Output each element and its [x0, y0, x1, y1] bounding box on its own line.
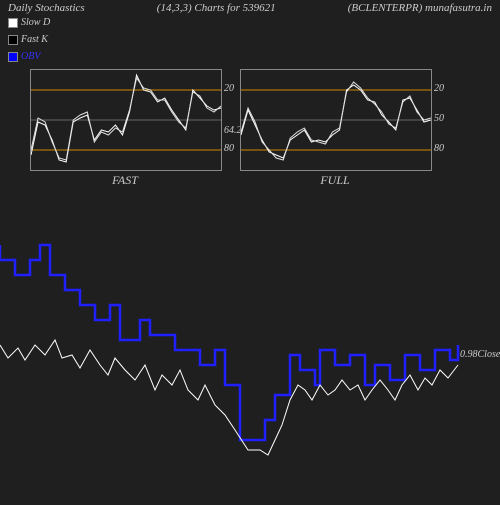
- full-label: FULL: [240, 173, 430, 188]
- axis-tick-label: 20: [224, 83, 234, 94]
- axis-tick-label: 50: [434, 113, 444, 124]
- fast-chart-svg: [31, 70, 221, 170]
- legend-obv: OBV: [8, 50, 40, 64]
- chart-header: Daily Stochastics (14,3,3) Charts for 53…: [0, 0, 500, 16]
- legend-slow-d: Slow D: [8, 16, 50, 30]
- axis-tick-label: 80: [434, 143, 444, 154]
- mini-charts-row: 8064.2920 FAST 805020 FULL: [0, 67, 500, 190]
- full-chart-svg: [241, 70, 431, 170]
- title-text: Daily Stochastics: [8, 2, 85, 14]
- full-stochastic-chart: [240, 69, 432, 171]
- source-text: (BCLENTERPR) munafasutra.in: [348, 2, 492, 14]
- legend-box-icon: [8, 18, 18, 28]
- axis-tick-label: 80: [224, 143, 234, 154]
- legend-fast-k: Fast K: [8, 33, 48, 47]
- main-chart-svg: [0, 190, 500, 500]
- axis-tick-label: 20: [434, 83, 444, 94]
- main-chart: 0.98Close: [0, 190, 500, 500]
- legend-box-icon: [8, 35, 18, 45]
- legend-container: Slow D Fast K OBV: [0, 16, 500, 67]
- full-chart-container: 805020 FULL: [240, 69, 430, 188]
- fast-stochastic-chart: [30, 69, 222, 171]
- fast-label: FAST: [30, 173, 220, 188]
- legend-box-icon: [8, 52, 18, 62]
- params-text: (14,3,3) Charts for 539621: [157, 2, 276, 14]
- fast-chart-container: 8064.2920 FAST: [30, 69, 220, 188]
- close-label: 0.98Close: [460, 349, 500, 360]
